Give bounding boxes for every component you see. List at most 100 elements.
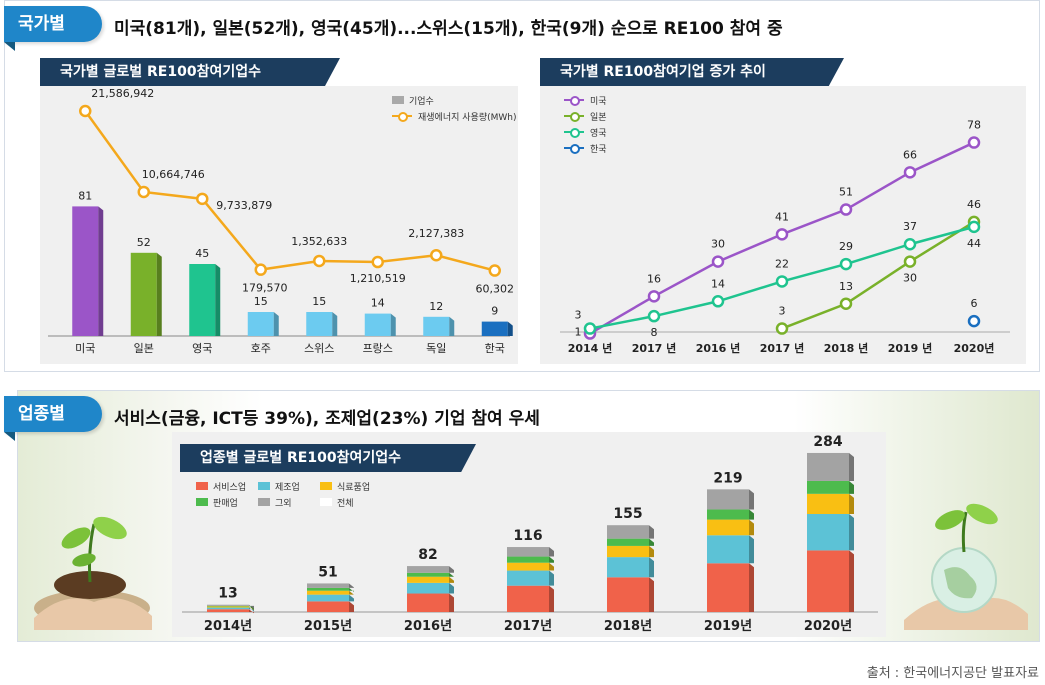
- stack-segment-4: [207, 604, 249, 606]
- trend-point: [711, 295, 725, 308]
- total-label: 51: [318, 564, 337, 580]
- bar-side-6: [449, 316, 455, 336]
- legend-label: 영국: [590, 128, 607, 139]
- bar-0: [72, 206, 99, 336]
- stack-segment-side-2: [549, 562, 554, 571]
- stack-segment-2: [607, 545, 649, 558]
- industry-stacked-chart: 13 2014년 51 2015년 82 2016년 116 2017년 155 2018년 219…: [172, 432, 886, 637]
- stack-segment-0: [407, 593, 449, 612]
- bar-value-label: 15: [254, 295, 268, 308]
- trend-point: [903, 237, 917, 251]
- legend-label: 그외: [275, 498, 292, 509]
- country-bar-chart-svg: 81 미국 52 일본 45 영국 15 호주 15 스위스 14 프랑스 12 독일 9 한국 21,586,…: [48, 87, 514, 355]
- category-label: 프랑스: [363, 342, 393, 355]
- legend-japan: 일본: [564, 108, 607, 124]
- energy-point-1: [137, 185, 150, 199]
- country-trend-chart: 2014 년 2017 년 2016 년 2017 년 2018 년 2019 년 2020…: [540, 86, 1026, 364]
- stack-segment-4: [407, 566, 449, 573]
- x-tick-label: 2020년: [954, 341, 995, 355]
- legend-retail: 판매업: [196, 496, 258, 509]
- trend-point: [775, 275, 789, 288]
- stack-segment-side-2: [849, 493, 854, 514]
- total-label: 155: [613, 506, 642, 522]
- plant-globe-right-image: [904, 503, 1028, 630]
- category-label: 미국: [75, 342, 95, 355]
- legend-swatch: [258, 498, 270, 506]
- trend-point: [967, 314, 981, 328]
- bar-3: [247, 312, 274, 336]
- trend-value-label: 51: [839, 186, 853, 199]
- legend-total: 전체: [320, 496, 354, 509]
- industry-chart-title: 업종별 글로벌 RE100참여기업수: [180, 444, 476, 472]
- stack-segment-side-1: [849, 514, 854, 551]
- year-label: 2020년: [804, 619, 852, 634]
- trend-point: [775, 322, 789, 335]
- stack-segment-2: [707, 519, 749, 536]
- bar-side-2: [215, 264, 221, 336]
- bar-side-0: [98, 206, 104, 336]
- total-label: 82: [418, 547, 437, 563]
- stack-segment-side-2: [649, 545, 654, 558]
- stack-segment-side-2: [449, 576, 454, 583]
- bar-value-label: 9: [491, 305, 498, 318]
- x-tick-label: 2016 년: [696, 341, 741, 355]
- bar-value-label: 81: [78, 189, 92, 202]
- trend-point: [647, 309, 661, 323]
- stack-segment-0: [207, 609, 249, 612]
- bar-value-label: 52: [137, 236, 151, 249]
- year-label: 2018년: [604, 619, 652, 634]
- stack-segment-side-4: [649, 525, 654, 539]
- category-label: 일본: [134, 341, 154, 355]
- stack-segment-4: [707, 489, 749, 510]
- stack-segment-1: [207, 607, 249, 610]
- stack-segment-0: [707, 563, 749, 612]
- source-note: 출처 : 한국에너지공단 발표자료: [866, 666, 1039, 681]
- trend-point: [967, 136, 981, 149]
- bar-value-label: 12: [429, 300, 443, 313]
- legend-swatch: [196, 482, 208, 490]
- total-label: 116: [513, 528, 542, 544]
- stack-segment-side-1: [349, 594, 354, 602]
- trend-value-label: 37: [903, 220, 917, 233]
- legend-row-2: 판매업 그외 전체: [196, 494, 396, 510]
- stack-segment-4: [307, 583, 349, 588]
- stack-segment-1: [607, 557, 649, 578]
- industry-stacked-chart-svg: 13 2014년 51 2015년 82 2016년 116 2017년 155 2018년 219…: [182, 434, 878, 634]
- legend-label: 판매업: [213, 498, 238, 509]
- stack-segment-side-3: [449, 572, 454, 577]
- energy-point-5: [371, 255, 384, 269]
- stack-segment-side-3: [349, 587, 354, 592]
- legend-label: 미국: [590, 96, 607, 107]
- category-label: 독일: [426, 341, 446, 355]
- plant-hands-left-image: [34, 516, 152, 630]
- legend-korea: 한국: [564, 140, 607, 156]
- bar-5: [364, 313, 391, 336]
- trend-value-label: 30: [711, 238, 725, 251]
- energy-value-label: 10,664,746: [142, 168, 205, 181]
- bar-2: [189, 264, 216, 336]
- stack-segment-1: [307, 594, 349, 602]
- stack-segment-side-2: [349, 590, 354, 595]
- stack-segment-3: [507, 556, 549, 563]
- energy-value-label: 179,570: [242, 282, 288, 295]
- category-label: 영국: [192, 342, 212, 355]
- bar-value-label: 45: [195, 247, 209, 260]
- stack-segment-side-4: [349, 583, 354, 588]
- legend-label: 한국: [590, 144, 607, 155]
- stack-segment-0: [307, 601, 349, 612]
- trend-value-label: 30: [903, 272, 917, 285]
- stack-segment-3: [807, 480, 849, 494]
- stack-segment-side-4: [749, 489, 754, 510]
- stack-segment-3: [707, 509, 749, 520]
- stack-segment-3: [407, 572, 449, 577]
- legend-swatch-gray: [392, 96, 404, 104]
- country-bar-chart-title: 국가별 글로벌 RE100참여기업수: [40, 58, 340, 86]
- country-section-tag: 국가별: [4, 6, 102, 51]
- stack-segment-side-0: [649, 577, 654, 612]
- legend-row-1: 서비스업 제조업 식료품업: [196, 478, 396, 494]
- stack-segment-side-1: [549, 570, 554, 586]
- trend-value-label: 41: [775, 210, 789, 223]
- stack-segment-side-1: [649, 557, 654, 578]
- stack-segment-side-0: [449, 593, 454, 612]
- energy-point-4: [313, 254, 326, 268]
